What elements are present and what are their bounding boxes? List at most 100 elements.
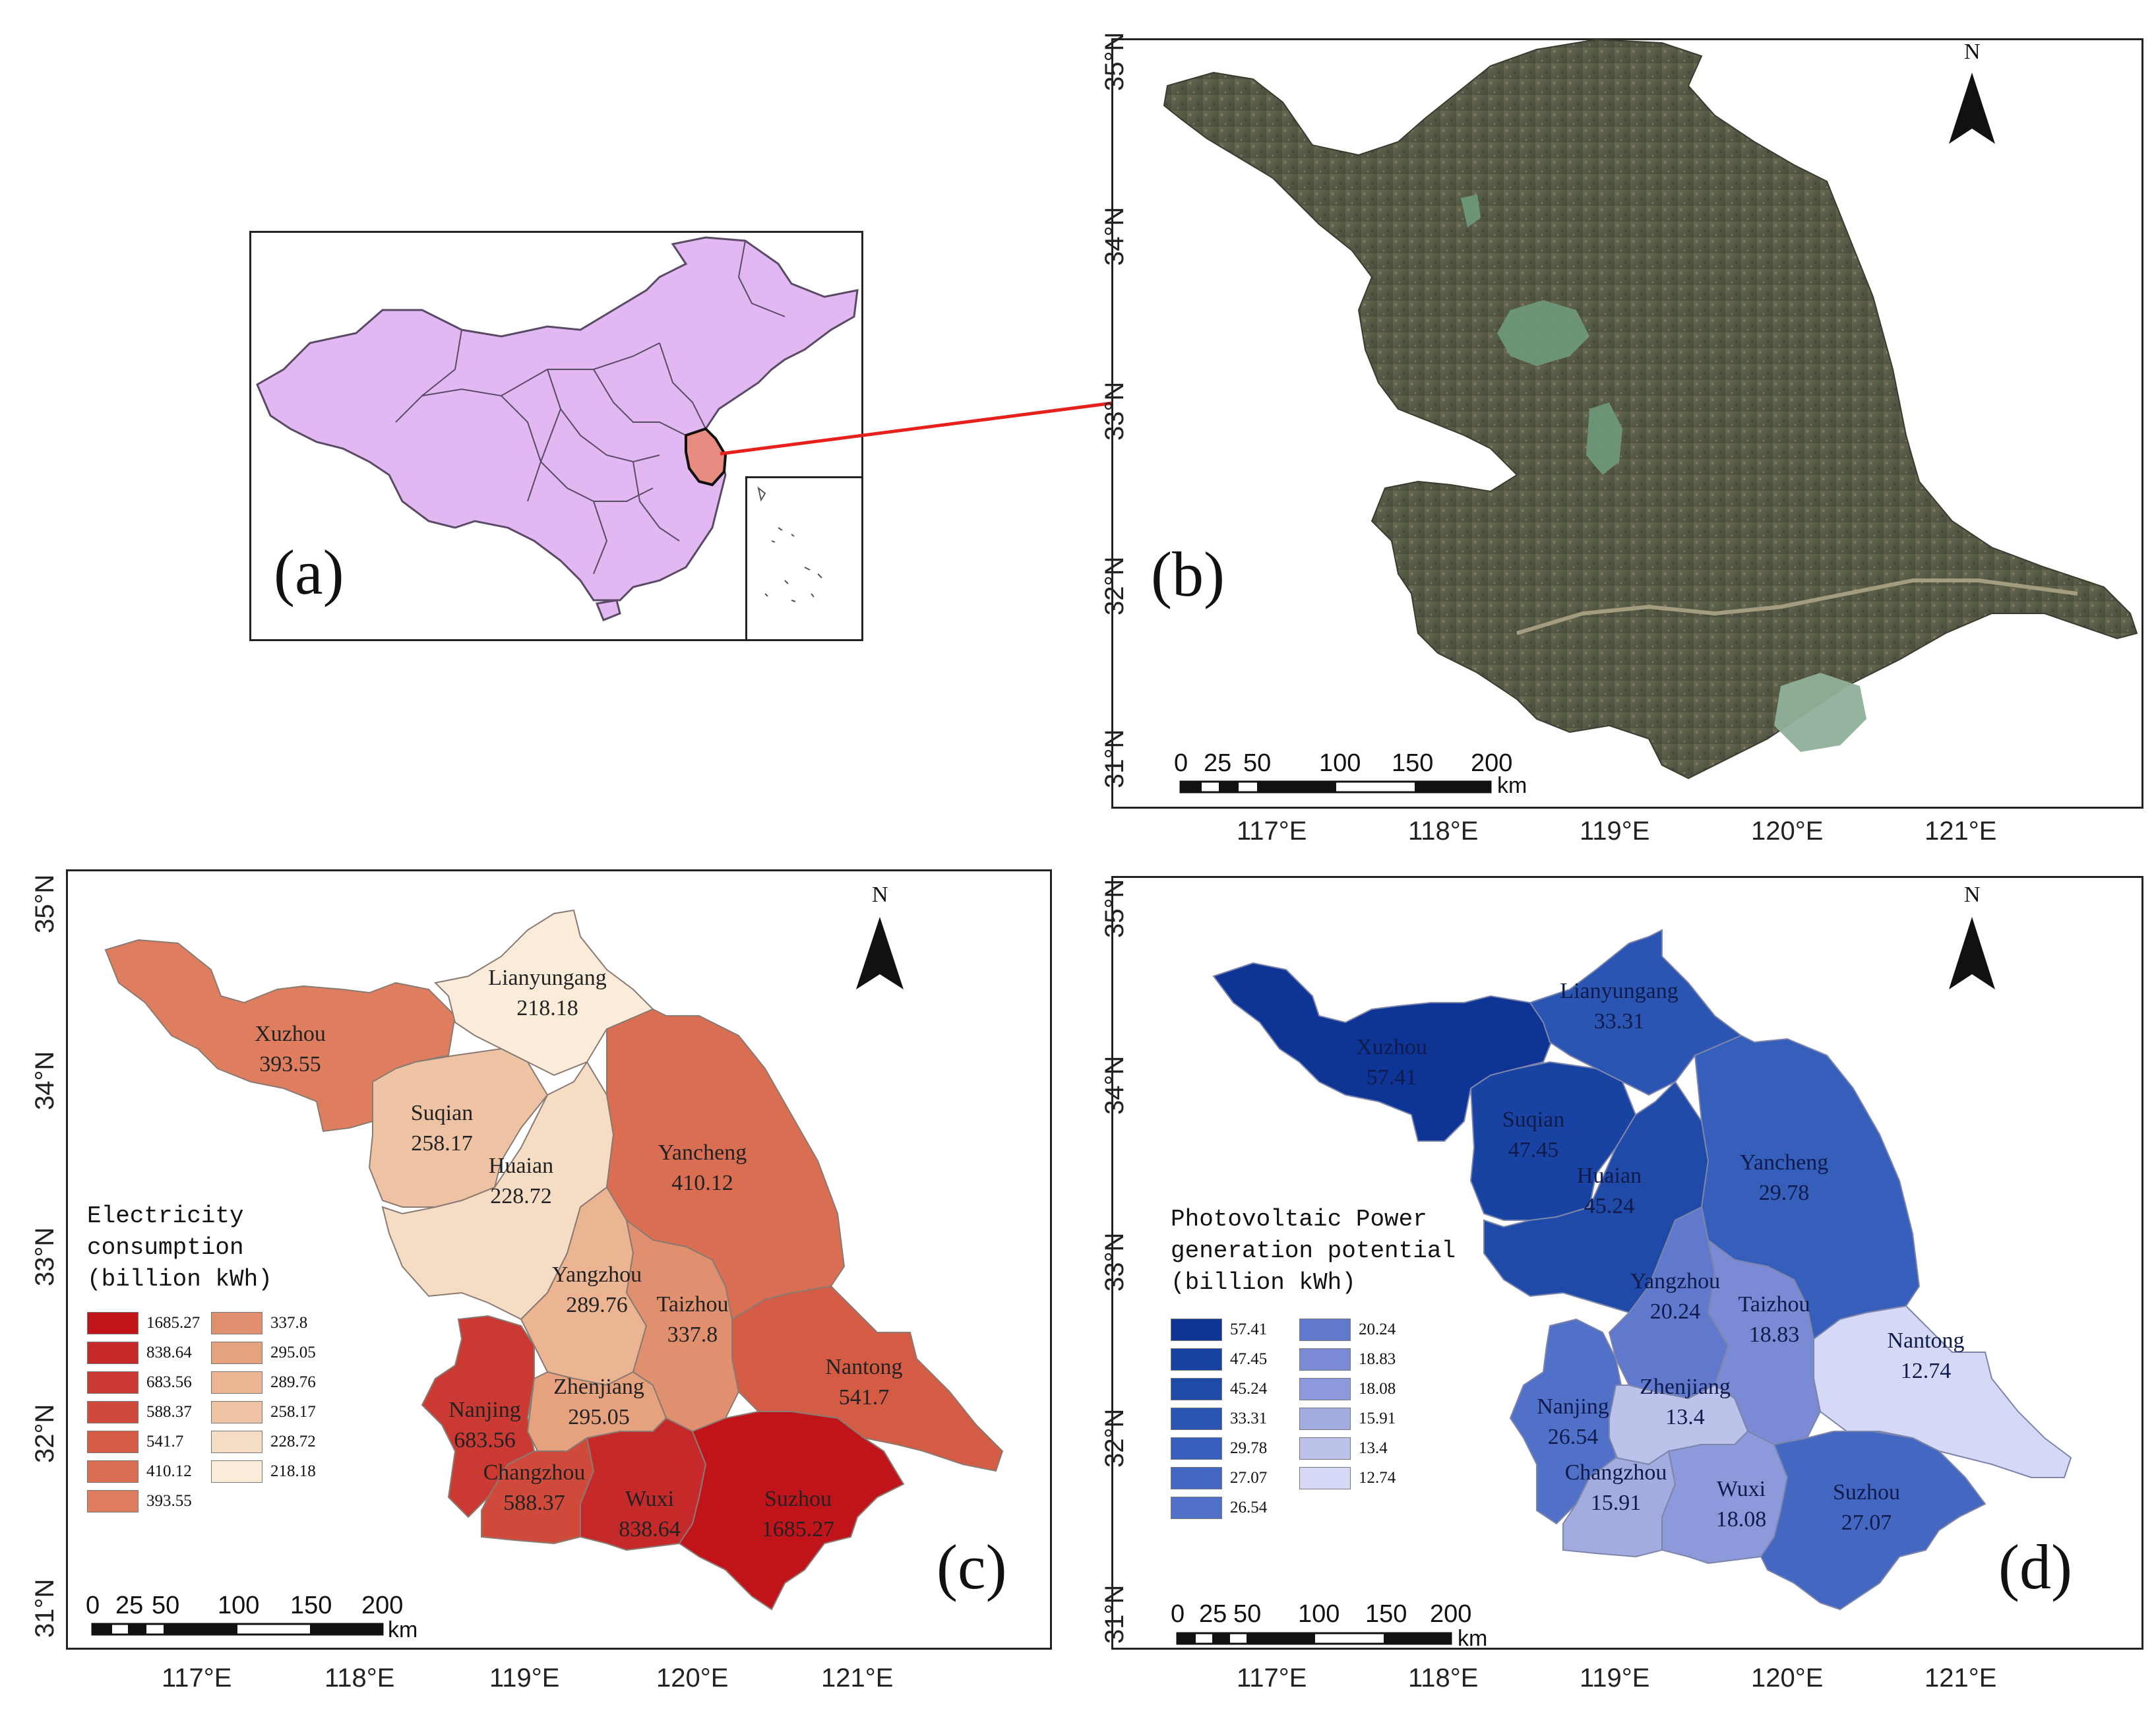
city-label: Zhenjiang 295.05 (553, 1372, 644, 1433)
legend-value: 1685.27 (146, 1314, 200, 1332)
north-label-d: N (1964, 883, 1981, 907)
legend-swatch (1299, 1408, 1351, 1430)
legend-value: 29.78 (1230, 1439, 1268, 1457)
legend-item: 12.74 (1299, 1464, 1396, 1492)
legend-title-line: (billion kWh) (87, 1266, 272, 1293)
lon-label: 117°E (1237, 1664, 1307, 1693)
lon-label: 118°E (1408, 1664, 1479, 1693)
city-value: 337.8 (667, 1323, 718, 1347)
legend-value: 45.24 (1230, 1380, 1268, 1398)
legend-value: 33.31 (1230, 1410, 1268, 1427)
legend-item: 289.76 (211, 1369, 316, 1396)
city-name: Nanjing (1537, 1394, 1609, 1419)
lat-label: 34°N (1100, 1055, 1129, 1115)
scale-unit: km (388, 1617, 418, 1642)
legend-value: 588.37 (146, 1403, 192, 1421)
legend-item: 15.91 (1299, 1405, 1396, 1433)
legend-item: 20.24 (1299, 1316, 1396, 1344)
city-value: 26.54 (1547, 1425, 1599, 1449)
scale-number: 150 (290, 1592, 332, 1619)
legend-swatch (1299, 1378, 1351, 1400)
scale-number: 200 (1430, 1600, 1472, 1628)
city-value: 29.78 (1758, 1181, 1810, 1205)
hainan-island (595, 599, 621, 621)
legend-title-line: Photovoltaic Power (1171, 1206, 1427, 1233)
legend-swatch (1171, 1467, 1222, 1489)
legend-swatch (1299, 1319, 1351, 1341)
scale-number: 25 (1204, 749, 1232, 777)
legend-value: 18.83 (1359, 1350, 1396, 1368)
city-label: Wuxi 838.64 (619, 1484, 681, 1545)
lon-label: 119°E (1580, 817, 1650, 846)
city-value: 218.18 (516, 996, 578, 1020)
city-label: Suzhou 1685.27 (762, 1484, 835, 1545)
lon-label: 117°E (162, 1664, 232, 1693)
city-label: Yangzhou 20.24 (1630, 1266, 1720, 1327)
lat-label: 35°N (1100, 879, 1129, 938)
city-value: 1685.27 (761, 1517, 835, 1542)
lat-label: 34°N (1100, 206, 1129, 266)
legend-value: 410.12 (146, 1462, 192, 1480)
lon-label: 120°E (1751, 1664, 1824, 1693)
legend-value: 18.08 (1359, 1380, 1396, 1398)
city-value: 393.55 (259, 1052, 321, 1076)
legend-value: 27.07 (1230, 1469, 1268, 1487)
legend-value: 12.74 (1359, 1469, 1396, 1487)
lon-label: 120°E (656, 1664, 729, 1693)
lon-label: 118°E (324, 1664, 395, 1693)
scale-number: 0 (1171, 1600, 1185, 1628)
jiangsu-satellite-shape (1163, 38, 2138, 780)
city-name: Wuxi (1716, 1477, 1766, 1501)
legend-title-c: Electricity consumption (billion kWh) (87, 1200, 272, 1295)
city-label: Changzhou 15.91 (1565, 1458, 1667, 1518)
legend-value: 13.4 (1359, 1439, 1388, 1457)
legend-item: 838.64 (87, 1339, 192, 1367)
scale-number: 100 (1319, 749, 1361, 777)
scale-bar-c (91, 1623, 384, 1636)
legend-swatch (1171, 1319, 1222, 1341)
north-arrow-icon (1949, 73, 1995, 144)
city-label: Wuxi 18.08 (1716, 1474, 1767, 1535)
legend-swatch (1299, 1467, 1351, 1489)
legend-item: 47.45 (1171, 1346, 1267, 1373)
legend-value: 541.7 (146, 1433, 184, 1450)
legend-swatch (211, 1431, 262, 1453)
legend-item: 26.54 (1171, 1494, 1267, 1522)
legend-title-line: consumption (87, 1234, 244, 1261)
legend-swatch (211, 1460, 262, 1483)
scale-number: 50 (152, 1592, 180, 1619)
map-d-regions (1212, 929, 2072, 1611)
legend-title-line: generation potential (1171, 1237, 1456, 1264)
north-arrow-icon (1949, 917, 1995, 989)
lon-label: 117°E (1237, 817, 1307, 846)
region-suzhou-d (1760, 1431, 1987, 1611)
city-value: 13.4 (1665, 1405, 1705, 1429)
scale-bar-b (1179, 780, 1492, 794)
legend-value: 57.41 (1230, 1321, 1268, 1338)
city-label: Yancheng 410.12 (658, 1138, 747, 1199)
legend-title-line: (billion kWh) (1171, 1269, 1356, 1296)
city-name: Yancheng (658, 1140, 747, 1165)
city-name: Huaian (488, 1154, 554, 1178)
city-name: Changzhou (1564, 1460, 1667, 1485)
legend-item: 258.17 (211, 1398, 316, 1426)
south-china-sea-inset (745, 476, 863, 641)
scale-unit: km (1497, 773, 1527, 798)
taihu-lake (1774, 673, 1866, 752)
city-value: 47.45 (1508, 1138, 1559, 1162)
legend-value: 337.8 (270, 1314, 308, 1332)
scale-number: 150 (1365, 1600, 1407, 1628)
legend-value: 838.64 (146, 1344, 192, 1361)
legend-item: 218.18 (211, 1458, 316, 1485)
city-label: Nantong 12.74 (1887, 1326, 1964, 1386)
city-label: Yancheng 29.78 (1740, 1148, 1828, 1208)
legend-swatch (211, 1401, 262, 1423)
jiangsu-highlight (685, 427, 727, 487)
city-name: Suqian (1502, 1107, 1565, 1132)
city-value: 838.64 (619, 1517, 681, 1542)
lat-label: 32°N (30, 1404, 59, 1463)
